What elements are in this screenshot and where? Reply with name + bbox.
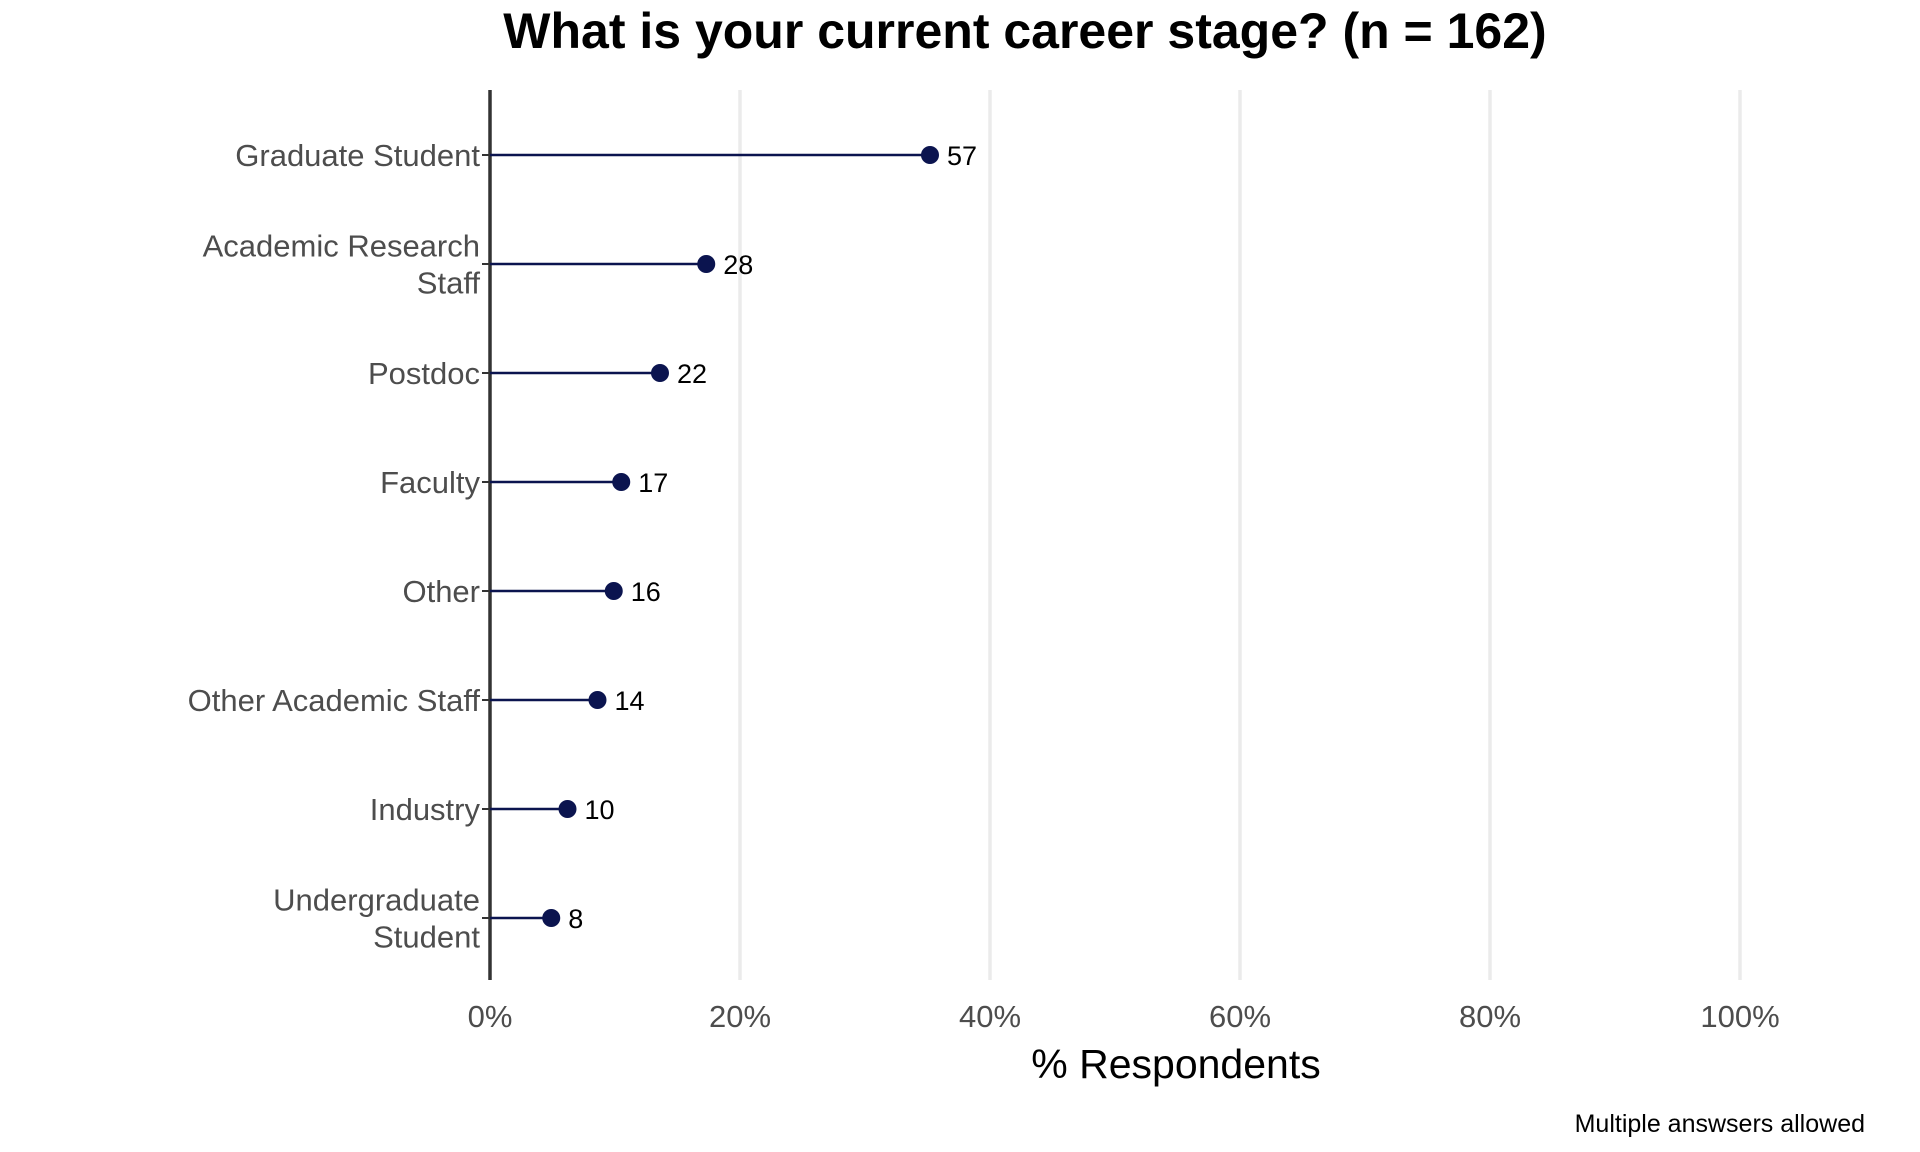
y-tick-label-line: Other [402,574,480,609]
y-tick-label: Other [402,574,480,609]
data-label: 16 [631,577,661,607]
x-tick-label: 20% [709,999,771,1034]
y-tick-label: Undergraduate Student [273,883,480,955]
data-label: 17 [638,468,668,498]
lollipop-point [697,255,716,273]
lollipop-marks: 57 28 22 17 16 14 10 8 [490,141,977,934]
y-tick-label-line: Other Academic Staff [188,683,481,718]
y-tick-label-line: Undergraduate [273,883,480,918]
data-label: 10 [585,795,615,825]
lollipop-point [651,364,669,382]
y-tick-label: Faculty [380,465,480,500]
y-tick-label: Graduate Student [235,138,480,173]
y-tick-label-line: Student [373,920,480,955]
x-tick-label: 0% [468,999,513,1034]
x-tick-label: 100% [1700,999,1779,1034]
data-label: 8 [568,904,583,934]
lollipop-point [558,800,577,818]
x-tick-label: 80% [1459,999,1521,1034]
y-tick-label-line: Staff [417,266,481,301]
x-tick-label: 60% [1209,999,1271,1034]
y-tick-label-line: Industry [370,792,481,827]
chart-caption: Multiple answsers allowed [1575,1110,1865,1138]
lollipop-point [921,146,939,164]
lollipop-point [604,582,623,600]
y-axis [482,90,492,980]
lollipop-point [588,691,607,709]
y-tick-label-line: Academic Research [203,229,480,264]
lollipop-point [612,473,631,491]
x-tick-label: 40% [959,999,1021,1034]
data-label: 22 [677,359,707,389]
gridlines [738,90,1742,980]
y-tick-label-line: Graduate Student [235,138,480,173]
y-tick-labels: Graduate Student Academic Research Staff Po… [188,138,481,955]
data-label: 28 [723,250,753,280]
lollipop-point [542,909,561,927]
data-label: 57 [947,141,977,171]
y-tick-label: Industry [370,792,481,827]
data-label: 14 [615,686,645,716]
x-tick-labels: 0% 20% 40% 60% 80% 100% [468,999,1780,1034]
y-tick-label: Academic Research Staff [203,229,481,301]
y-tick-label: Postdoc [368,356,480,391]
chart-title: What is your current career stage? (n = … [503,3,1546,59]
y-tick-label-line: Postdoc [368,356,480,391]
y-tick-label-line: Faculty [380,465,480,500]
y-tick-label: Other Academic Staff [188,683,481,718]
x-axis-label: % Respondents [1031,1041,1320,1087]
